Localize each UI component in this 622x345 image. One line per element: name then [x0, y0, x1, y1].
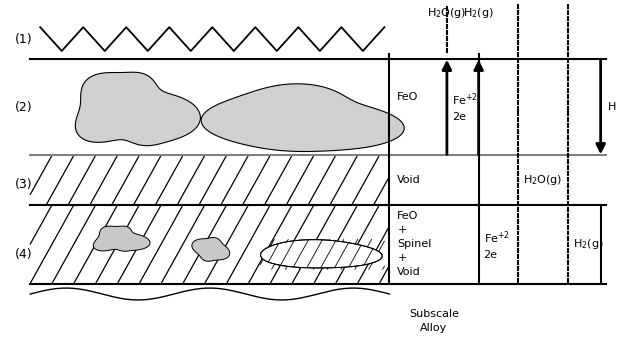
Polygon shape [261, 240, 382, 268]
Text: H$_2$(g): H$_2$(g) [573, 237, 603, 252]
Text: Subscale
Alloy: Subscale Alloy [409, 309, 459, 333]
Text: (2): (2) [14, 101, 32, 114]
Text: FeO: FeO [397, 92, 419, 102]
Text: H$_2$O(g): H$_2$O(g) [523, 173, 562, 187]
Text: FeO
+
Spinel
+
Void: FeO + Spinel + Void [397, 211, 432, 277]
Polygon shape [75, 72, 200, 146]
Text: Fe$^{+2}$
2e: Fe$^{+2}$ 2e [483, 229, 509, 260]
Text: H: H [608, 102, 616, 112]
Text: Void: Void [397, 175, 421, 185]
Polygon shape [201, 84, 404, 151]
Text: (4): (4) [14, 248, 32, 261]
Text: H$_2$O(g): H$_2$O(g) [427, 6, 466, 20]
Polygon shape [93, 226, 150, 251]
Text: H$_2$(g): H$_2$(g) [463, 6, 494, 20]
Polygon shape [192, 237, 230, 261]
Text: (3): (3) [14, 178, 32, 191]
Text: (1): (1) [14, 32, 32, 46]
Text: Fe$^{+2}$
2e: Fe$^{+2}$ 2e [452, 92, 478, 122]
